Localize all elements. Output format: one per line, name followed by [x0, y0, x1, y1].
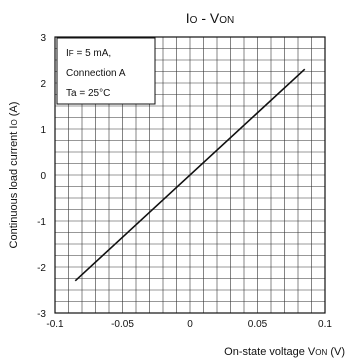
y-tick-label: 2	[40, 79, 46, 90]
x-tick-label: 0.1	[318, 319, 332, 330]
annotation-line: Ta = 25°C	[66, 88, 110, 99]
y-tick-label: -2	[37, 263, 46, 274]
y-tick-label: -3	[37, 309, 46, 320]
y-tick-label: 0	[40, 171, 46, 182]
y-tick-label: -1	[37, 217, 46, 228]
x-tick-label: -0.1	[46, 319, 64, 330]
annotation-frame	[56, 37, 156, 105]
data-series	[74, 68, 306, 282]
x-tick-labels: -0.1 -0.05 0 0.05 0.1	[46, 319, 332, 330]
y-tick-label: 1	[40, 125, 46, 136]
x-tick-label: -0.05	[111, 319, 134, 330]
series-line	[74, 68, 306, 282]
annotation-box: IF = 5 mA, Connection A Ta = 25°C	[56, 37, 156, 105]
y-tick-labels: -3 -2 -1 0 1 2 3	[37, 33, 46, 320]
annotation-line: IF = 5 mA,	[66, 48, 111, 59]
chart-title: IO - VON	[186, 10, 234, 26]
x-axis-label: On-state voltage VON (V)	[224, 346, 345, 358]
y-axis-label: Continuous load current IO (A)	[8, 102, 20, 249]
x-tick-label: 0.05	[248, 319, 268, 330]
annotation-line: Connection A	[66, 68, 126, 79]
y-tick-label: 3	[40, 33, 46, 44]
plot-frame	[54, 36, 326, 314]
x-tick-label: 0	[187, 319, 193, 330]
